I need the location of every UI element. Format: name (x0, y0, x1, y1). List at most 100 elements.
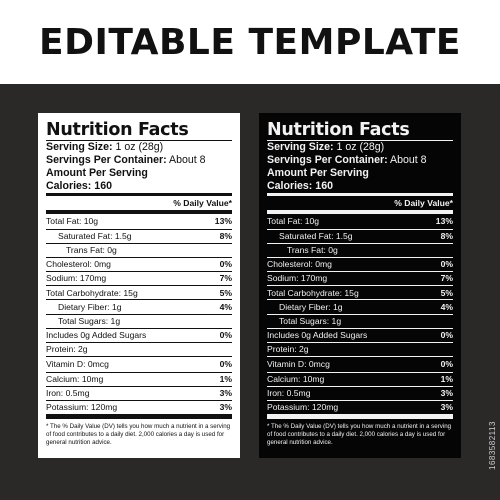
nutrient-daily-value: 7% (440, 273, 453, 284)
nutrient-daily-value: 1% (440, 373, 453, 384)
nutrient-name: Cholesterol: 0mg (46, 259, 111, 270)
nutrient-daily-value: 8% (440, 230, 453, 241)
divider (267, 414, 453, 420)
calories-value: 160 (94, 180, 112, 192)
servings-value: About 8 (390, 154, 427, 166)
nutrient-row: Total Carbohydrate: 15g 5% (46, 285, 232, 299)
nutrient-row: Dietary Fiber: 1g 4% (267, 299, 453, 313)
header-band (0, 0, 500, 84)
amount-per-serving: Amount Per Serving (46, 167, 232, 180)
serving-size-value: 1 oz (28g) (115, 141, 164, 153)
nutrient-row: Includes 0g Added Sugars 0% (46, 327, 232, 342)
nutrient-row: Trans Fat: 0g (46, 242, 232, 257)
serving-size-value: 1 oz (28g) (336, 141, 385, 153)
calories: Calories: 160 (267, 180, 453, 193)
nutrient-row: Vitamin D: 0mcg 0% (267, 356, 453, 372)
nutrient-daily-value: 3% (219, 388, 232, 399)
amount-per-serving-label: Amount Per Serving (46, 167, 148, 179)
nutrient-row: Dietary Fiber: 1g 4% (46, 299, 232, 313)
nutrient-name: Total Carbohydrate: 15g (46, 287, 138, 298)
amount-per-serving-label: Amount Per Serving (267, 167, 369, 179)
nutrient-daily-value: 3% (440, 402, 453, 413)
nutrient-row: Cholesterol: 0mg 0% (267, 256, 453, 271)
nutrient-daily-value: 13% (214, 215, 232, 226)
calories: Calories: 160 (46, 180, 232, 193)
nutrient-name: Total Sugars: 1g (58, 315, 121, 326)
nutrient-row: Protein: 2g (267, 342, 453, 356)
nutrient-daily-value: 4% (440, 301, 453, 312)
nutrient-name: Calcium: 10mg (46, 373, 104, 384)
nutrient-name: Iron: 0.5mg (267, 388, 311, 399)
nutrient-row: Vitamin D: 0mcg 0% (46, 356, 232, 372)
nutrient-daily-value: 7% (219, 273, 232, 284)
nutrient-daily-value: 0% (219, 359, 232, 370)
nutrient-row: Iron: 0.5mg 3% (267, 385, 453, 400)
nutrient-row: Calcium: 10mg 1% (267, 371, 453, 386)
nutrient-name: Includes 0g Added Sugars (46, 330, 147, 341)
page-title: EDITABLE TEMPLATE (38, 22, 461, 63)
nutrient-name: Trans Fat: 0g (287, 244, 338, 255)
nutrient-daily-value: 3% (219, 402, 232, 413)
divider (46, 414, 232, 420)
nutrient-row: Total Fat: 10g 13% (46, 213, 232, 229)
nutrient-daily-value: 1% (219, 373, 232, 384)
nutrient-row: Potassium: 120mg 3% (46, 400, 232, 414)
serving-size: Serving Size: 1 oz (28g) (267, 141, 453, 154)
nutrient-name: Total Carbohydrate: 15g (267, 287, 359, 298)
nutrient-name: Saturated Fat: 1.5g (58, 230, 132, 241)
nutrient-daily-value: 0% (440, 330, 453, 341)
nutrient-list: Total Fat: 10g 13% Saturated Fat: 1.5g 8% Tr… (46, 213, 232, 414)
daily-value-header: % Daily Value* (394, 198, 453, 208)
nutrient-name: Total Fat: 10g (46, 215, 99, 226)
nutrient-name: Vitamin D: 0mcg (267, 359, 330, 370)
divider (46, 210, 232, 213)
footnote: * The % Daily Value (DV) tells you how m… (267, 423, 452, 446)
servings-per-container: Servings Per Container: About 8 (267, 154, 453, 167)
daily-value-header: % Daily Value* (173, 198, 232, 208)
nutrient-row: Trans Fat: 0g (267, 242, 453, 257)
nutrient-name: Dietary Fiber: 1g (58, 301, 122, 312)
nutrient-row: Calcium: 10mg 1% (46, 371, 232, 386)
serving-size-label: Serving Size: (46, 141, 113, 153)
nutrient-daily-value: 0% (440, 259, 453, 270)
nutrient-name: Total Fat: 10g (267, 215, 320, 226)
calories-value: 160 (315, 180, 333, 192)
nutrient-name: Includes 0g Added Sugars (267, 330, 368, 341)
nutrient-daily-value: 8% (219, 230, 232, 241)
serving-size-label: Serving Size: (267, 141, 334, 153)
nutrient-row: Total Fat: 10g 13% (267, 213, 453, 229)
nutrition-label-dark: Nutrition Facts Serving Size: 1 oz (28g)… (259, 113, 461, 458)
nutrient-row: Iron: 0.5mg 3% (46, 385, 232, 400)
nutrient-row: Total Sugars: 1g (267, 313, 453, 328)
nutrient-name: Potassium: 120mg (46, 402, 118, 413)
footnote: * The % Daily Value (DV) tells you how m… (46, 423, 231, 446)
servings-per-container: Servings Per Container: About 8 (46, 154, 232, 167)
divider (46, 140, 232, 141)
nutrient-name: Sodium: 170mg (267, 273, 328, 284)
nutrient-daily-value: 13% (435, 215, 453, 226)
nutrient-row: Sodium: 170mg 7% (46, 271, 232, 285)
amount-per-serving: Amount Per Serving (267, 167, 453, 180)
calories-label: Calories: (267, 180, 313, 192)
nutrient-daily-value: 0% (219, 259, 232, 270)
nutrient-name: Iron: 0.5mg (46, 388, 90, 399)
servings-label: Servings Per Container: (267, 154, 388, 166)
nutrient-name: Protein: 2g (46, 344, 88, 355)
nutrient-daily-value: 3% (440, 388, 453, 399)
nutrient-name: Trans Fat: 0g (66, 244, 117, 255)
nutrient-daily-value: 5% (219, 287, 232, 298)
nutrient-name: Total Sugars: 1g (279, 315, 342, 326)
divider (267, 193, 453, 196)
nutrient-list: Total Fat: 10g 13% Saturated Fat: 1.5g 8% Tr… (267, 213, 453, 414)
nutrient-row: Protein: 2g (46, 342, 232, 356)
nutrient-name: Protein: 2g (267, 344, 309, 355)
nutrient-daily-value: 4% (219, 301, 232, 312)
servings-value: About 8 (169, 154, 206, 166)
nutrient-name: Calcium: 10mg (267, 373, 325, 384)
nutrient-daily-value: 0% (219, 330, 232, 341)
nutrient-row: Cholesterol: 0mg 0% (46, 256, 232, 271)
divider (267, 210, 453, 213)
nutrient-row: Saturated Fat: 1.5g 8% (267, 228, 453, 243)
nutrient-name: Potassium: 120mg (267, 402, 339, 413)
nutrient-row: Total Carbohydrate: 15g 5% (267, 285, 453, 299)
